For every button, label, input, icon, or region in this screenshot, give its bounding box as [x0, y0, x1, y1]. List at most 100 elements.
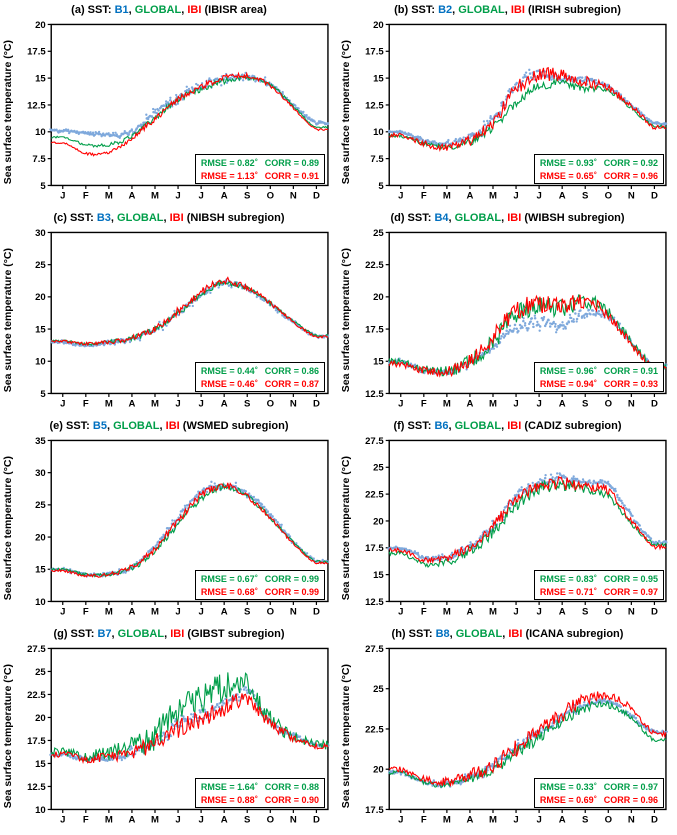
rmse-label: RMSE = — [539, 366, 577, 376]
stats-global-line: RMSE = 0.44° CORR = 0.86 — [201, 364, 319, 377]
svg-text:12.5: 12.5 — [27, 100, 46, 111]
svg-text:N: N — [290, 607, 297, 618]
title-separator: , — [106, 420, 111, 432]
corr-global-value: 0.89 — [301, 158, 319, 168]
svg-text:M: M — [105, 607, 113, 618]
stats-box: RMSE = 0.93° CORR = 0.92 RMSE = 0.65° CORR… — [533, 154, 664, 184]
svg-text:M: M — [151, 399, 159, 410]
corr-label: CORR = — [264, 171, 302, 181]
svg-text:J: J — [513, 191, 518, 202]
title-region-label: (IRISH subregion) — [528, 4, 621, 16]
sst-chart: 10 12.5 15 17.5 20 22.5 25 27.5 J F M A M J J A S O N D — [27, 644, 330, 826]
panel-title: (f) SST: B6, GLOBAL, IBI (CADIZ subregio… — [338, 419, 677, 434]
svg-text:M: M — [151, 815, 159, 826]
sst-chart: 5 7.5 10 12.5 15 17.5 20 J F M A M J J A S O N D — [27, 20, 330, 202]
sst-panel: (h) SST: B8, GLOBAL, IBI (ICANA subregio… — [338, 624, 677, 832]
stats-box: RMSE = 1.64° CORR = 0.88 RMSE = 0.88° CORR… — [194, 778, 325, 808]
sst-chart: 5 10 15 20 25 30 J F M A M J J A S O N D — [35, 228, 330, 410]
svg-text:30: 30 — [35, 228, 46, 239]
svg-text:20: 20 — [373, 516, 384, 527]
svg-text:20: 20 — [373, 20, 384, 31]
svg-text:27.5: 27.5 — [365, 644, 384, 655]
svg-text:S: S — [582, 399, 588, 410]
svg-text:J: J — [536, 191, 541, 202]
title-global-label: GLOBAL — [455, 628, 503, 640]
svg-text:A: A — [128, 399, 135, 410]
svg-text:17.5: 17.5 — [365, 324, 384, 335]
title-global-label: GLOBAL — [454, 212, 502, 224]
sst-panel: (e) SST: B5, GLOBAL, IBI (WSMED subregio… — [0, 416, 338, 624]
svg-text:D: D — [313, 815, 320, 826]
svg-text:17.5: 17.5 — [365, 805, 384, 816]
svg-text:J: J — [198, 399, 203, 410]
rmse-ibi-value: 0.88 — [237, 795, 255, 805]
title-separator: , — [128, 4, 132, 16]
corr-label: CORR = — [264, 795, 302, 805]
rmse-global-value: 0.67 — [237, 574, 255, 584]
svg-text:A: A — [559, 399, 566, 410]
sst-panel: (a) SST: B1, GLOBAL, IBI (IBISR area) Se… — [0, 0, 338, 208]
y-axis-label: Sea surface temperature (°C) — [338, 642, 353, 830]
title-ibi-label: IBI — [508, 628, 523, 640]
degree-symbol: ° — [254, 365, 258, 374]
svg-text:12.5: 12.5 — [27, 782, 46, 793]
title-ibi-label: IBI — [165, 420, 180, 432]
title-buoy-label: B8 — [435, 628, 450, 640]
stats-box: RMSE = 0.67° CORR = 0.99 RMSE = 0.68° CORR… — [194, 570, 325, 600]
svg-text:S: S — [244, 815, 250, 826]
svg-text:S: S — [582, 191, 588, 202]
svg-text:F: F — [83, 191, 89, 202]
svg-text:J: J — [513, 399, 518, 410]
svg-text:J: J — [536, 607, 541, 618]
stats-ibi-line: RMSE = 0.68° CORR = 0.99 — [201, 585, 319, 598]
rmse-label: RMSE = — [200, 782, 238, 792]
svg-text:J: J — [175, 607, 180, 618]
panel-title: (d) SST: B4, GLOBAL, IBI (WIBSH subregio… — [338, 211, 677, 226]
rmse-global-value: 0.93 — [576, 158, 594, 168]
title-buoy-label: B1 — [114, 4, 129, 16]
svg-text:F: F — [83, 399, 89, 410]
corr-ibi-value: 0.91 — [301, 171, 319, 181]
svg-text:10: 10 — [35, 805, 46, 816]
svg-text:S: S — [582, 815, 588, 826]
panel-title: (b) SST: B2, GLOBAL, IBI (IRISH subregio… — [338, 3, 677, 18]
svg-text:D: D — [313, 191, 320, 202]
svg-text:15: 15 — [373, 73, 384, 84]
degree-symbol: ° — [593, 781, 597, 790]
svg-text:10: 10 — [373, 127, 384, 138]
svg-text:A: A — [221, 815, 228, 826]
svg-text:A: A — [559, 191, 566, 202]
rmse-label: RMSE = — [539, 379, 577, 389]
title-buoy-label: B3 — [96, 212, 111, 224]
title-region-label: (GIBST subregion) — [187, 628, 285, 640]
svg-text:17.5: 17.5 — [27, 736, 46, 747]
stats-box: RMSE = 0.82° CORR = 0.89 RMSE = 1.13° CORR… — [194, 154, 325, 184]
sst-panel: (f) SST: B6, GLOBAL, IBI (CADIZ subregio… — [338, 416, 677, 624]
rmse-global-value: 0.33 — [576, 782, 594, 792]
stats-box: RMSE = 0.33° CORR = 0.97 RMSE = 0.69° CORR… — [533, 778, 664, 808]
svg-text:O: O — [267, 815, 275, 826]
title-ibi-label: IBI — [170, 628, 185, 640]
svg-text:15: 15 — [35, 565, 46, 576]
panel-title-prefix: (g) SST: — [53, 628, 95, 640]
svg-text:S: S — [244, 191, 250, 202]
title-buoy-label: B4 — [434, 212, 449, 224]
svg-text:O: O — [267, 607, 275, 618]
svg-text:22.5: 22.5 — [365, 489, 384, 500]
svg-text:20: 20 — [35, 20, 46, 31]
svg-text:10: 10 — [35, 127, 46, 138]
stats-ibi-line: RMSE = 0.88° CORR = 0.90 — [201, 793, 319, 806]
corr-label: CORR = — [603, 587, 641, 597]
y-axis-label-text: Sea surface temperature (°C) — [1, 663, 14, 809]
panel-title-prefix: (e) SST: — [49, 420, 90, 432]
degree-symbol: ° — [593, 794, 597, 803]
svg-text:22.5: 22.5 — [365, 724, 384, 735]
panel-title-prefix: (a) SST: — [71, 4, 112, 16]
svg-text:7.5: 7.5 — [370, 154, 384, 165]
svg-text:12.5: 12.5 — [365, 100, 384, 111]
svg-text:M: M — [489, 399, 497, 410]
svg-text:M: M — [443, 607, 451, 618]
svg-text:5: 5 — [40, 181, 46, 192]
panel-title-prefix: (h) SST: — [391, 628, 433, 640]
svg-text:15: 15 — [35, 759, 46, 770]
